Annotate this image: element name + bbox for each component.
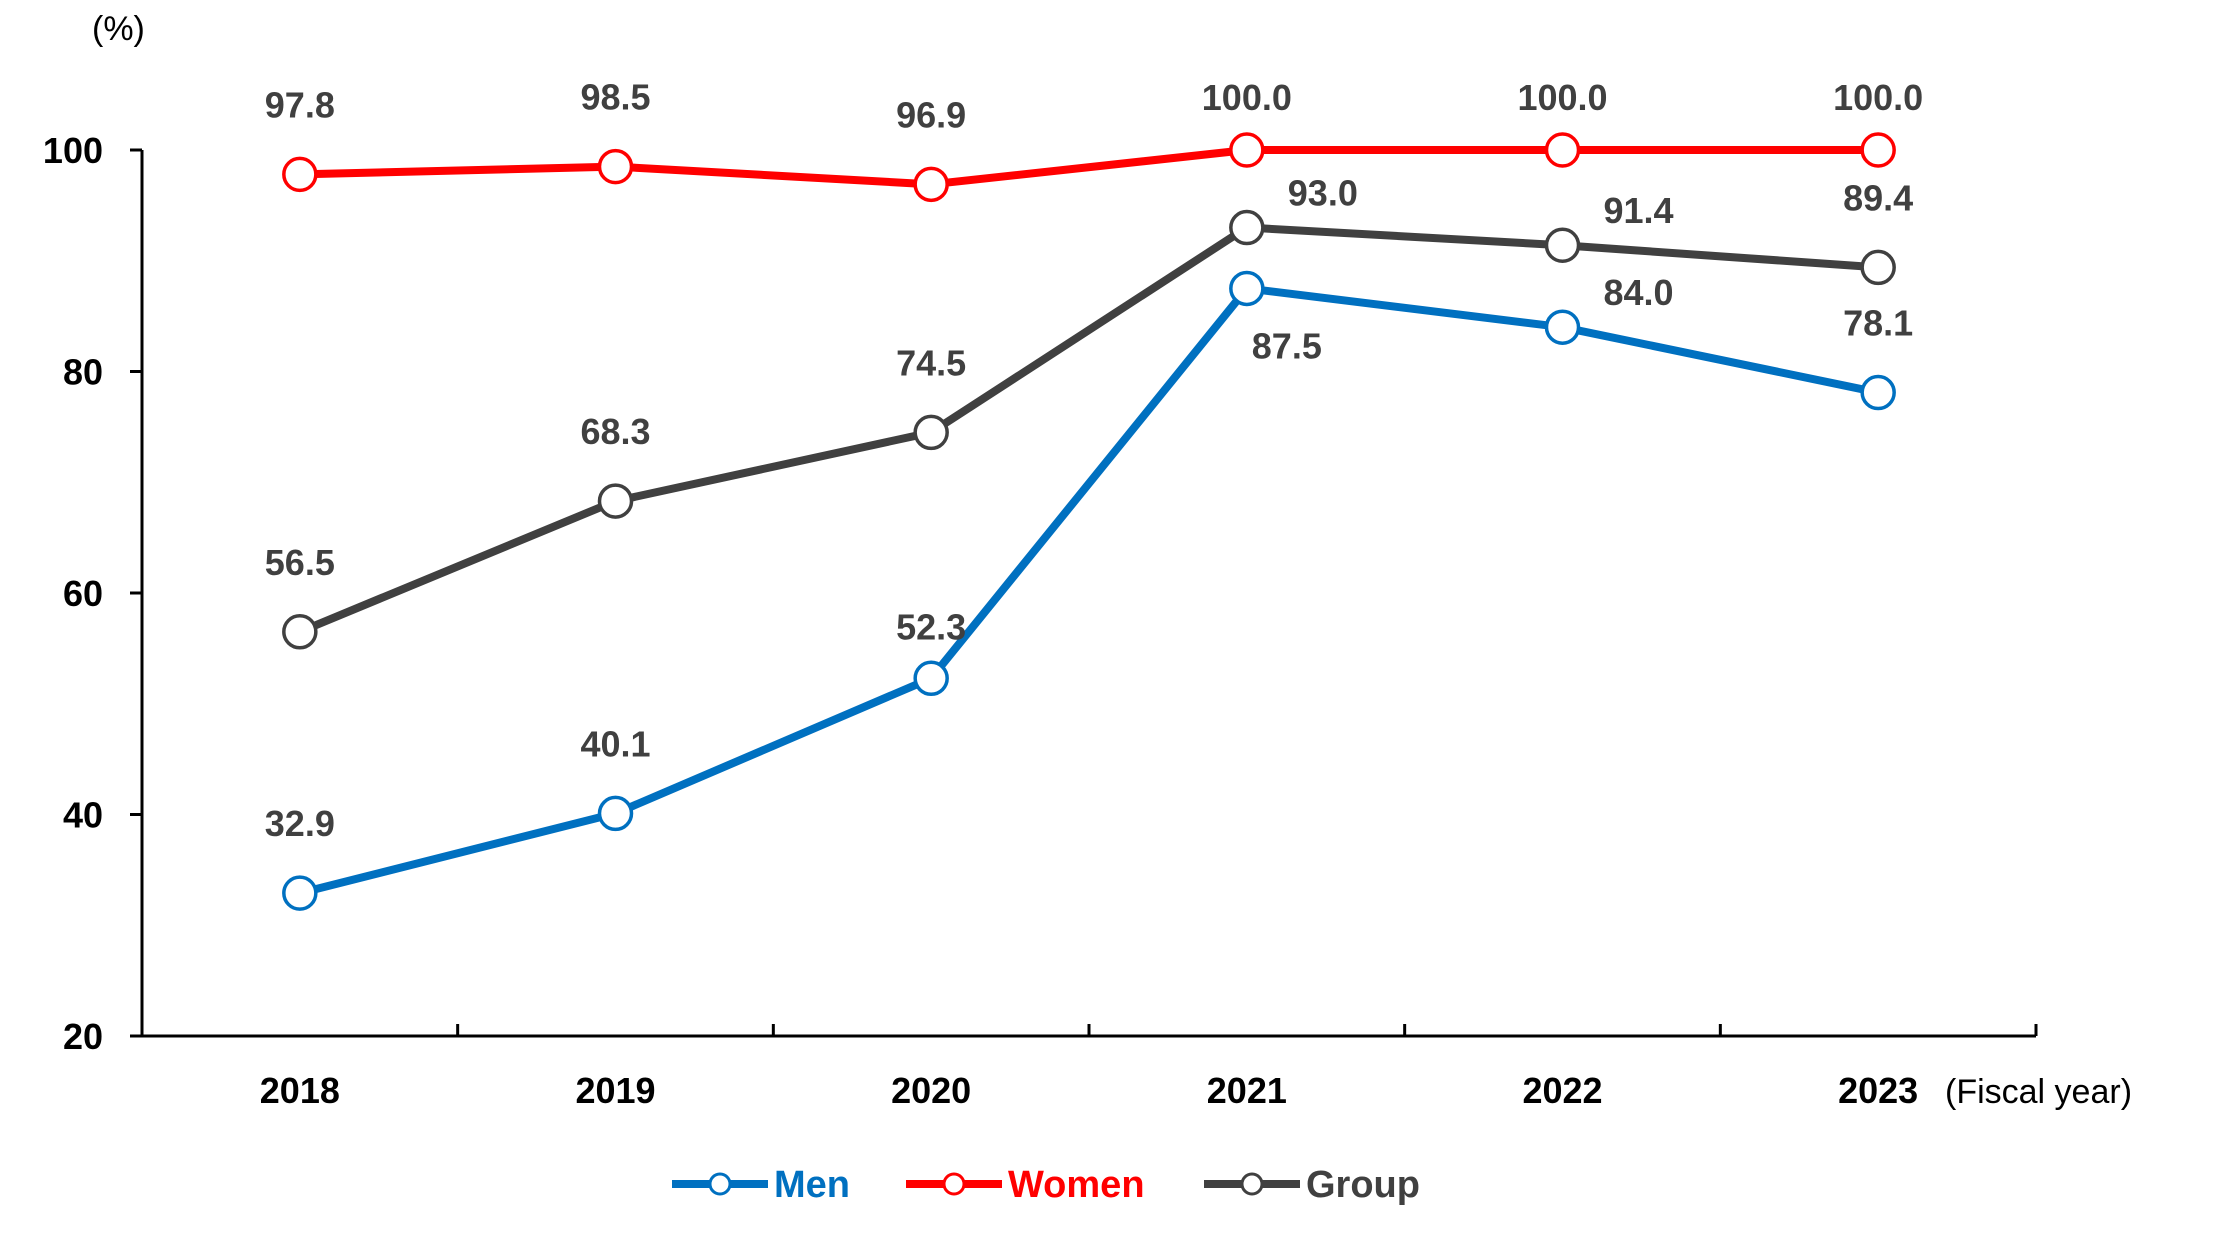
legend-label: Group bbox=[1306, 1164, 1420, 1206]
data-point-women bbox=[1544, 132, 1581, 168]
legend-marker bbox=[1240, 1172, 1264, 1196]
data-label-women: 96.9 bbox=[896, 94, 966, 135]
data-label-group: 56.5 bbox=[265, 542, 335, 583]
data-label-group: 91.4 bbox=[1603, 190, 1673, 231]
data-point-women bbox=[913, 166, 949, 203]
series-women bbox=[282, 132, 1896, 203]
data-label-men: 87.5 bbox=[1252, 325, 1322, 366]
data-point-group bbox=[913, 414, 949, 451]
series-line-men bbox=[298, 284, 1879, 898]
series-line-group bbox=[298, 223, 1879, 636]
data-label-women: 100.0 bbox=[1202, 77, 1292, 118]
data-labels: 32.9 40.1 52.3 87.5 84.0 78.1 97.8 98.5 96.9 100.… bbox=[265, 77, 1923, 845]
y-tick-label: 100 bbox=[43, 130, 103, 171]
x-tick-label: 2020 bbox=[891, 1070, 971, 1111]
data-label-men: 78.1 bbox=[1843, 303, 1913, 344]
data-point-men bbox=[1544, 309, 1581, 345]
data-label-group: 89.4 bbox=[1843, 177, 1913, 218]
series-line-women bbox=[299, 146, 1879, 189]
y-tick-label: 80 bbox=[63, 352, 103, 393]
y-tick-label: 40 bbox=[63, 795, 103, 836]
x-axis-ticks: 2018 2019 2020 2021 2022 2023 bbox=[260, 1024, 2038, 1111]
legend-label: Women bbox=[1008, 1164, 1145, 1206]
series-layer bbox=[282, 132, 1896, 911]
x-axis-unit: (Fiscal year) bbox=[1945, 1073, 2132, 1111]
data-label-men: 40.1 bbox=[580, 723, 650, 764]
data-point-women bbox=[282, 156, 318, 193]
data-label-women: 100.0 bbox=[1833, 77, 1923, 118]
data-label-women: 97.8 bbox=[265, 84, 335, 125]
data-point-group bbox=[282, 614, 318, 650]
legend-item-women: Women bbox=[906, 1164, 1145, 1206]
legend-item-men: Men bbox=[672, 1164, 850, 1206]
data-point-group bbox=[1860, 249, 1896, 286]
y-axis-unit: (%) bbox=[92, 10, 145, 48]
data-point-men bbox=[597, 795, 634, 832]
legend: Men Women Group bbox=[672, 1164, 1420, 1206]
data-label-group: 74.5 bbox=[896, 342, 966, 383]
data-label-women: 100.0 bbox=[1517, 77, 1607, 118]
axes bbox=[140, 150, 2036, 1038]
data-point-group bbox=[597, 483, 634, 519]
data-point-men bbox=[1860, 374, 1896, 411]
data-point-men bbox=[913, 660, 949, 697]
data-label-group: 93.0 bbox=[1288, 173, 1358, 214]
data-point-men bbox=[1229, 270, 1265, 307]
legend-marker bbox=[942, 1172, 966, 1196]
x-tick-label: 2019 bbox=[575, 1070, 655, 1111]
y-tick-label: 20 bbox=[63, 1016, 103, 1057]
data-point-group bbox=[1544, 227, 1581, 263]
data-label-men: 32.9 bbox=[265, 803, 335, 844]
data-label-group: 68.3 bbox=[580, 411, 650, 452]
x-tick-label: 2018 bbox=[260, 1070, 340, 1111]
x-tick-label: 2023 bbox=[1838, 1070, 1918, 1111]
legend-label: Men bbox=[774, 1164, 850, 1206]
data-point-men bbox=[282, 875, 318, 911]
series-men bbox=[282, 270, 1896, 911]
legend-item-group: Group bbox=[1204, 1164, 1420, 1206]
y-axis-ticks: 20 40 60 80 100 bbox=[43, 130, 142, 1057]
y-tick-label: 60 bbox=[63, 573, 103, 614]
data-point-women bbox=[1860, 132, 1896, 168]
data-point-group bbox=[1229, 209, 1265, 246]
x-tick-label: 2021 bbox=[1207, 1070, 1287, 1111]
series-group bbox=[282, 209, 1896, 650]
x-tick-label: 2022 bbox=[1522, 1070, 1602, 1111]
data-point-women bbox=[1229, 132, 1265, 168]
data-label-men: 52.3 bbox=[896, 606, 966, 647]
data-label-women: 98.5 bbox=[580, 77, 650, 118]
legend-marker bbox=[708, 1172, 732, 1196]
data-point-women bbox=[597, 148, 634, 185]
data-label-men: 84.0 bbox=[1603, 272, 1673, 313]
